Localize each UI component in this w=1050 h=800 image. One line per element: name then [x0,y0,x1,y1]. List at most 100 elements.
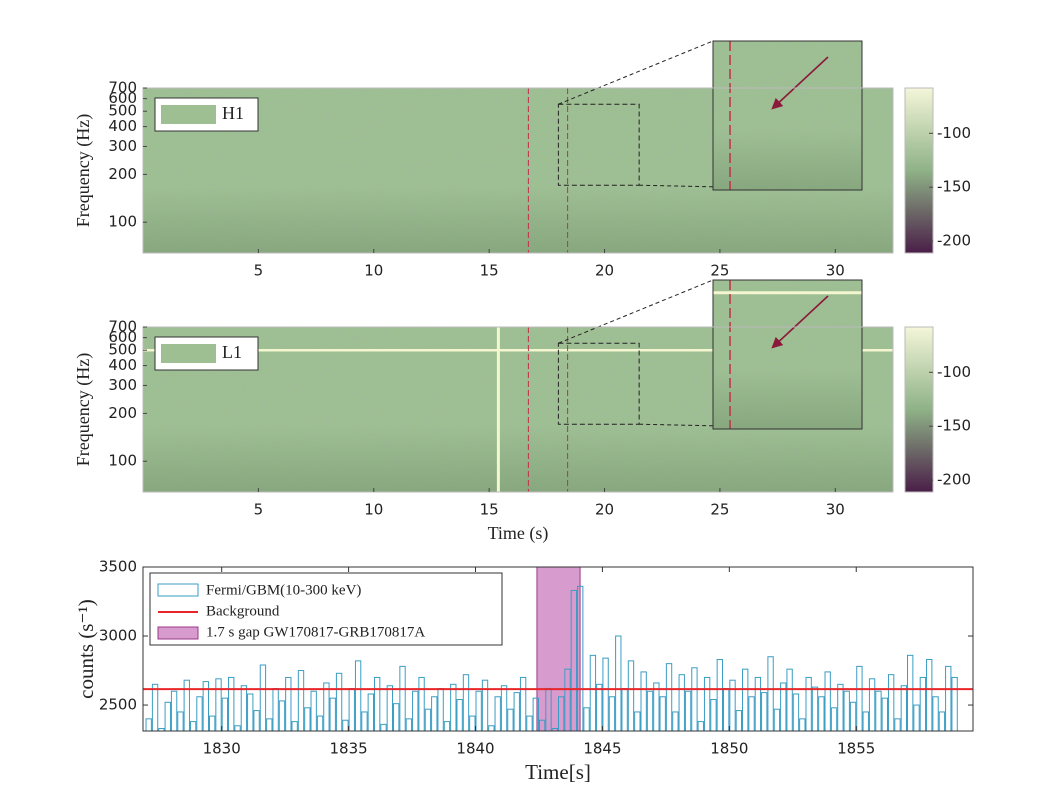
legend-swatch [157,626,199,640]
spectrogram-shade [713,280,862,429]
bar [926,658,933,731]
x-tick-label: 5 [254,262,264,280]
inset [713,280,862,429]
bar [887,674,895,731]
x-axis-label: Time (s) [488,523,549,544]
y-tick-label: 700 [108,79,137,97]
bar [526,715,533,731]
bar [424,708,432,731]
bar [507,708,514,731]
zoom-box [557,103,640,186]
bar [208,715,216,731]
bar [710,699,717,731]
bar [500,685,508,731]
x-tick-label: 1830 [203,740,241,758]
bar [932,696,939,731]
bar [323,682,330,731]
arrow [771,295,829,349]
y-tick-label: 500 [108,102,137,120]
bar [767,656,774,731]
bar [431,696,438,731]
bar [596,683,603,731]
bar [818,696,825,731]
y-tick-label: 300 [108,376,137,394]
x-tick-label: 1850 [710,740,748,758]
colorbar-tick-label: -150 [937,178,971,196]
bar [145,718,152,731]
x-tick-label: 20 [595,501,614,519]
bar [780,682,787,731]
x-axis-label: Time[s] [525,760,591,784]
bar [716,658,723,731]
bar [589,654,597,731]
bar [399,665,406,731]
bar [824,671,831,731]
x-tick-label: 1840 [456,740,494,758]
bar [170,690,178,731]
bar [703,676,711,731]
bar [481,679,489,731]
legend-swatch [157,583,199,597]
bar [437,687,444,731]
y-tick-label: 100 [108,213,137,231]
axes-frame [142,566,974,732]
bar [748,696,755,731]
bar [151,683,159,731]
bar [653,682,660,731]
bar [361,711,368,731]
bar [640,671,647,731]
bar [304,707,311,731]
x-tick-label: 15 [480,501,499,519]
bar [475,690,482,731]
colorbar [904,326,934,493]
bar [672,711,679,731]
x-tick-label: 25 [710,262,729,280]
y-axis-label: Frequency (Hz) [73,114,94,227]
bar [830,707,838,731]
bar [945,665,952,731]
bar [278,700,286,731]
bar [513,692,520,731]
bar [183,679,190,731]
bar [602,657,609,731]
bar [380,723,387,731]
x-tick-label: 1835 [330,740,368,758]
bar [735,710,743,731]
bar [811,686,819,731]
bar [266,718,273,731]
y-tick-label: 600 [108,328,137,346]
bar [729,679,736,731]
bar [684,690,692,731]
bar [329,697,336,731]
bar [761,692,768,731]
y-tick-label: 2500 [99,696,137,714]
legend-label: L1 [222,342,242,362]
bar [799,718,806,731]
bar [621,687,628,731]
bar [272,687,279,731]
legend-label: 1.7 s gap GW170817-GRB170817A [206,624,425,640]
y-tick-label: 700 [108,318,137,336]
bar [773,708,781,731]
bar [951,676,958,731]
bar [843,690,850,731]
bar [608,696,616,731]
bar [691,667,698,731]
bar [742,668,749,731]
colorbar [904,87,934,254]
arrow [771,56,829,110]
bar [354,660,362,731]
bar [792,693,800,731]
inset-frame [712,40,863,191]
bar [875,690,882,731]
x-tick-label: 1855 [837,740,875,758]
x-tick-label: 15 [480,262,499,280]
bar [367,693,374,731]
bar [456,699,463,731]
bar [443,721,451,731]
bar [583,707,590,731]
colorbar-tick-label: -100 [937,124,971,142]
bar [335,672,343,731]
bar [646,690,654,731]
colorbar-tick-label: -100 [937,363,971,381]
